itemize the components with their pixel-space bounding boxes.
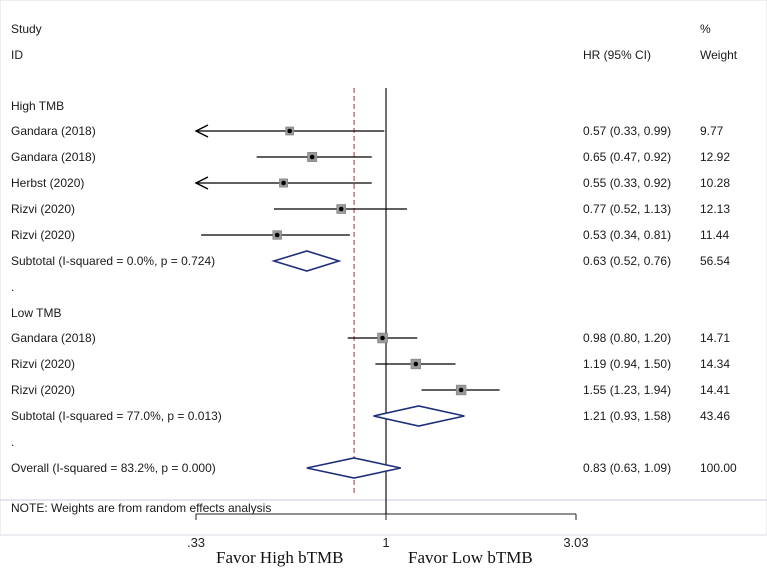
separator-dot: . [11, 435, 14, 449]
study-weight: 12.92 [700, 150, 730, 164]
point-estimate [281, 180, 286, 186]
point-estimate [413, 361, 419, 367]
group-label-high-tmb: High TMB [11, 99, 64, 113]
header-id: ID [11, 48, 23, 62]
study-hr-ci: 0.65 (0.47, 0.92) [583, 150, 671, 164]
study-weight: 11.44 [700, 228, 729, 242]
study-weight: 9.77 [700, 124, 724, 138]
point-estimate [287, 128, 292, 134]
x-tick-label: 3.03 [563, 535, 588, 550]
subtotal-diamond [373, 405, 465, 427]
study-hr-ci: 0.53 (0.34, 0.81) [583, 228, 671, 242]
ci-arrow [194, 124, 209, 138]
study-name: Rizvi (2020) [11, 228, 75, 242]
study-hr-ci: 0.98 (0.80, 1.20) [583, 331, 671, 345]
favor-right-label: Favor Low bTMB [408, 548, 533, 567]
overall-diamond [306, 457, 401, 479]
header-weight: Weight [700, 48, 738, 62]
study-hr-ci: 0.55 (0.33, 0.92) [583, 176, 671, 190]
study-name: Herbst (2020) [11, 176, 84, 190]
point-estimate [380, 335, 385, 341]
study-name: Gandara (2018) [11, 150, 96, 164]
subtotal-label: Subtotal (I-squared = 77.0%, p = 0.013) [11, 409, 222, 423]
forest-marks: .33 1 3.03 Gandara (2018) 0.57 (0.33, 0.99) 9… [11, 88, 737, 550]
header-percent: % [700, 22, 711, 36]
subtotal-weight: 43.46 [700, 409, 730, 423]
subtotal-diamond [271, 250, 342, 272]
study-hr-ci: 1.19 (0.94, 1.50) [583, 357, 671, 371]
plot-background [0, 0, 767, 536]
study-weight: 14.71 [700, 331, 730, 345]
x-tick-label: .33 [187, 535, 205, 550]
favor-left-label: Favor High bTMB [216, 548, 344, 567]
study-hr-ci: 0.57 (0.33, 0.99) [583, 124, 671, 138]
study-name: Rizvi (2020) [11, 383, 75, 397]
ci-arrow [194, 176, 209, 190]
study-hr-ci: 1.55 (1.23, 1.94) [583, 383, 671, 397]
note-text: NOTE: Weights are from random effects an… [11, 501, 271, 515]
overall-weight: 100.00 [700, 461, 737, 475]
point-estimate [309, 154, 315, 160]
study-name: Rizvi (2020) [11, 357, 75, 371]
study-weight: 14.41 [700, 383, 730, 397]
subtotal-label: Subtotal (I-squared = 0.0%, p = 0.724) [11, 254, 215, 268]
subtotal-weight: 56.54 [700, 254, 730, 268]
study-hr-ci: 0.77 (0.52, 1.13) [583, 202, 671, 216]
header-study: Study [11, 22, 42, 36]
study-name: Gandara (2018) [11, 124, 96, 138]
point-estimate [274, 232, 280, 238]
subtotal-hr-ci: 1.21 (0.93, 1.58) [583, 409, 671, 423]
point-estimate [338, 206, 344, 212]
point-estimate [458, 387, 464, 393]
overall-hr-ci: 0.83 (0.63, 1.09) [583, 461, 671, 475]
overall-label: Overall (I-squared = 83.2%, p = 0.000) [11, 461, 216, 475]
study-weight: 10.28 [700, 176, 730, 190]
study-name: Gandara (2018) [11, 331, 96, 345]
group-label-low-tmb: Low TMB [11, 306, 61, 320]
study-weight: 14.34 [700, 357, 730, 371]
x-tick-label: 1 [382, 535, 389, 550]
subtotal-hr-ci: 0.63 (0.52, 0.76) [583, 254, 671, 268]
study-name: Rizvi (2020) [11, 202, 75, 216]
study-weight: 12.13 [700, 202, 730, 216]
header-hr: HR (95% CI) [583, 48, 651, 62]
separator-dot: . [11, 280, 14, 294]
